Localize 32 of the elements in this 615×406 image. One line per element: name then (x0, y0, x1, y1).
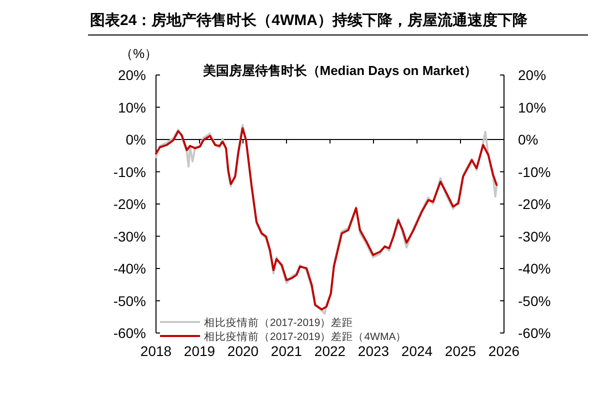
x-tick-label: 2019 (184, 343, 216, 359)
chart-title: 图表24：房地产待售时长（4WMA）持续下降，房屋流通速度下降 (90, 11, 529, 29)
y-axis-title: （%） (120, 46, 158, 61)
y2-tick-label: 20% (518, 67, 546, 83)
y2-tick-label: -40% (518, 260, 551, 276)
y2-tick-label: -50% (518, 292, 551, 309)
y-tick-label: 10% (118, 99, 146, 116)
y2-tick-label: -10% (518, 164, 551, 180)
chart-subtitle: 美国房屋待售时长（Median Days on Market） (202, 63, 478, 78)
y2-tick-label: -20% (518, 196, 551, 212)
x-tick-label: 2018 (140, 343, 172, 359)
y2-tick-label: 10% (518, 99, 546, 116)
x-tick-label: 2022 (314, 343, 346, 359)
x-tick-label: 2023 (358, 343, 390, 359)
x-tick-label: 2020 (227, 343, 259, 359)
y-tick-label: -50% (113, 292, 146, 309)
y-tick-label: -20% (113, 196, 146, 212)
y-tick-label: 20% (118, 67, 146, 83)
x-tick-label: 2025 (444, 343, 476, 359)
y-tick-label: 0% (126, 132, 146, 148)
y2-tick-label: 0% (518, 132, 538, 148)
legend-label: 相比疫情前（2017-2019）差距 (204, 316, 354, 329)
y-tick-label: -40% (113, 260, 146, 276)
y-tick-label: -10% (113, 164, 146, 180)
y2-tick-label: -30% (518, 228, 551, 244)
y-tick-label: -30% (113, 228, 146, 244)
x-tick-label: 2024 (401, 343, 433, 359)
y-tick-label: -60% (113, 325, 146, 341)
x-tick-label: 2026 (488, 343, 520, 359)
legend-label: 相比疫情前（2017-2019）差距（4WMA） (204, 330, 407, 343)
x-tick-label: 2021 (270, 343, 302, 359)
y2-tick-label: -60% (518, 325, 551, 341)
